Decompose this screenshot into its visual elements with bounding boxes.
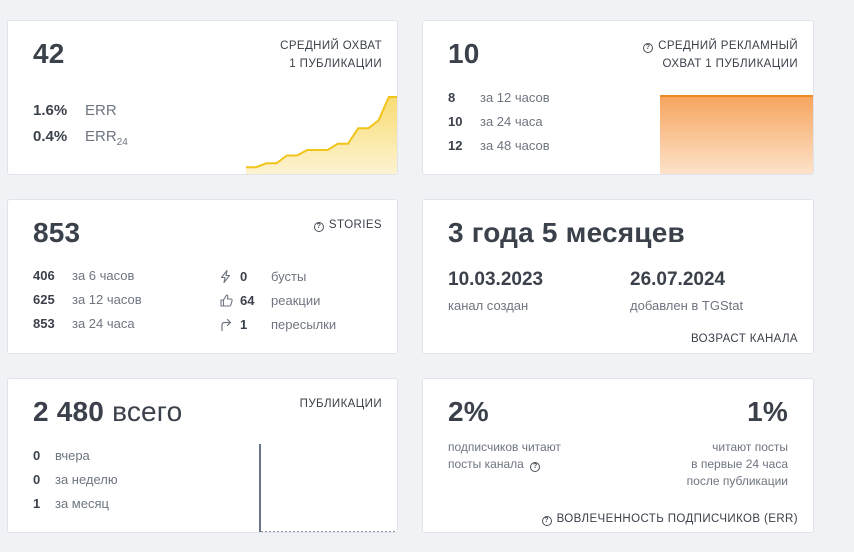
lightning-icon xyxy=(220,268,240,284)
ad-reach-area xyxy=(660,95,813,174)
engagement-left-value: 2% xyxy=(448,396,489,427)
engagement-footer: ? ВОВЛЕЧЕННОСТЬ ПОДПИСЧИКОВ (ERR) xyxy=(541,510,798,528)
help-icon[interactable]: ? xyxy=(541,516,552,526)
ad-reach-card: 10 ? СРЕДНИЙ РЕКЛАМНЫЙ ОХВАТ 1 ПУБЛИКАЦИИ… xyxy=(422,20,814,175)
posts-bar xyxy=(259,444,261,532)
channel-age-card: 3 года 5 месяцев 10.03.2023 канал создан… xyxy=(422,199,814,354)
posts-card: 2 480 всего ПУБЛИКАЦИИ 0 вчера 0 за неделю… xyxy=(7,378,398,533)
reach-sparkline xyxy=(246,96,397,174)
thumbs-up-icon xyxy=(220,292,240,308)
ad-reach-row: 10 за 24 часа xyxy=(448,114,543,129)
reach-sparkline-line xyxy=(246,96,397,169)
stories-views-row: 406 за 6 часов xyxy=(33,268,135,283)
ad-reach-row: 12 за 48 часов xyxy=(448,138,550,153)
engagement-right-desc: читают посты в первые 24 часа после публ… xyxy=(686,440,788,488)
channel-age-footer: ВОЗРАСТ КАНАЛА xyxy=(690,333,798,345)
posts-chart xyxy=(259,444,396,532)
stories-card: 853 ? STORIES 406 за 6 часов 625 за 12 часо… xyxy=(7,199,398,354)
added-date: 26.07.2024 xyxy=(630,269,726,290)
forward-icon xyxy=(220,316,240,332)
err24-row: 0.4% ERR24 xyxy=(33,128,128,148)
help-icon[interactable]: ? xyxy=(530,462,541,472)
engagement-card: 2% 1% подписчиков читают посты канала ? … xyxy=(422,378,814,533)
created-date: 10.03.2023 xyxy=(448,269,544,290)
help-icon[interactable]: ? xyxy=(313,222,324,232)
added-label: добавлен в TGStat xyxy=(630,298,744,313)
reach-card: 42 СРЕДНИЙ ОХВАТ 1 ПУБЛИКАЦИИ 1.6% ERR 0.… xyxy=(7,20,398,175)
posts-title: ПУБЛИКАЦИИ xyxy=(299,398,382,410)
ad-reach-value: 10 xyxy=(448,38,480,69)
posts-row: 0 за неделю xyxy=(33,472,118,487)
stories-reactions-row: 64 реакции xyxy=(220,292,320,308)
help-icon[interactable]: ? xyxy=(643,43,654,53)
channel-age-value: 3 года 5 месяцев xyxy=(448,217,685,248)
reach-sparkline-area xyxy=(246,97,397,174)
stories-views-row: 625 за 12 часов xyxy=(33,292,142,307)
reach-title: СРЕДНИЙ ОХВАТ 1 ПУБЛИКАЦИИ xyxy=(280,40,382,70)
created-label: канал создан xyxy=(448,298,529,313)
ad-reach-title: ? СРЕДНИЙ РЕКЛАМНЫЙ ОХВАТ 1 ПУБЛИКАЦИИ xyxy=(643,37,798,73)
ad-reach-chart xyxy=(660,95,813,174)
stories-views-row: 853 за 24 часа xyxy=(33,316,135,331)
reach-value: 42 xyxy=(33,38,65,69)
stories-title: ? STORIES xyxy=(313,216,382,234)
stories-boosts-row: 0 бусты xyxy=(220,268,306,284)
err-row: 1.6% ERR xyxy=(33,102,117,119)
engagement-left-desc: подписчиков читают посты канала ? xyxy=(448,440,561,472)
stories-forwards-row: 1 пересылки xyxy=(220,316,336,332)
stories-value: 853 xyxy=(33,217,81,248)
posts-row: 1 за месяц xyxy=(33,496,109,511)
ad-reach-row: 8 за 12 часов xyxy=(448,90,550,105)
engagement-right-value: 1% xyxy=(747,396,788,427)
posts-row: 0 вчера xyxy=(33,448,90,463)
posts-value: 2 480 всего xyxy=(33,396,183,427)
